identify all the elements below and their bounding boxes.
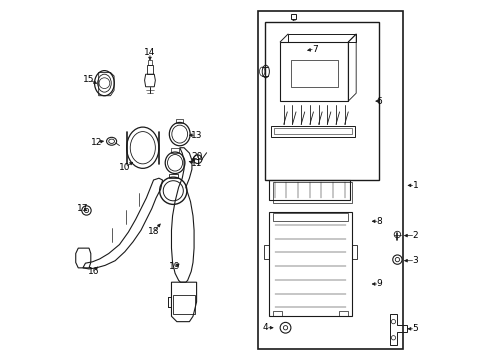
Bar [273, 182, 352, 203]
Text: 15: 15 [83, 75, 95, 84]
Bar [258, 12, 403, 348]
Text: 12: 12 [91, 138, 102, 147]
Bar [265, 22, 379, 180]
Bar [264, 245, 270, 259]
Text: 20: 20 [191, 152, 202, 161]
Text: 13: 13 [191, 131, 202, 140]
Text: 19: 19 [170, 262, 181, 271]
Bar [339, 311, 348, 316]
Bar [173, 295, 195, 315]
Text: 10: 10 [119, 163, 131, 172]
Text: 2: 2 [413, 231, 418, 240]
Text: 17: 17 [77, 204, 89, 213]
Text: 3: 3 [413, 256, 418, 265]
Bar [147, 65, 153, 74]
Text: 1: 1 [413, 181, 418, 190]
Text: 16: 16 [88, 267, 99, 276]
Text: 6: 6 [377, 96, 382, 105]
Bar [169, 174, 177, 178]
Bar [273, 213, 348, 221]
Text: 7: 7 [312, 45, 318, 54]
Text: 8: 8 [377, 217, 382, 226]
Bar [270, 212, 352, 316]
Text: 9: 9 [377, 279, 382, 288]
Bar [270, 180, 350, 200]
Bar [172, 148, 179, 153]
Bar [273, 311, 282, 316]
Text: 4: 4 [263, 323, 269, 332]
Bar [271, 126, 355, 137]
Bar [274, 128, 351, 134]
Bar [176, 119, 183, 123]
Circle shape [99, 78, 110, 89]
Bar [352, 245, 357, 259]
Bar [148, 60, 152, 65]
Text: 5: 5 [413, 324, 418, 333]
Text: 11: 11 [191, 159, 202, 168]
Text: 14: 14 [144, 48, 156, 57]
Text: 18: 18 [148, 228, 159, 237]
